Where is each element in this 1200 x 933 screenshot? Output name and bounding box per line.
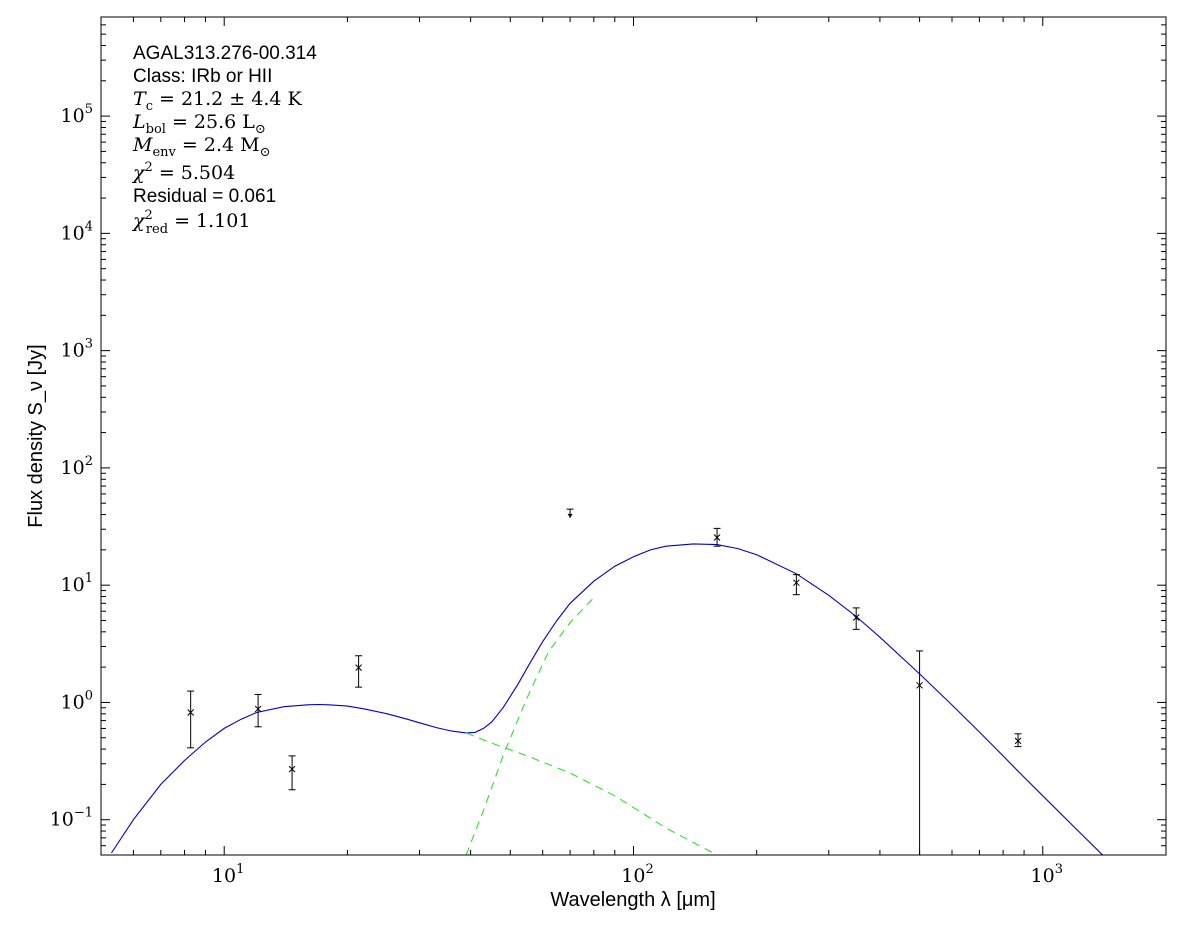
annotation-line: Residual = 0.061 bbox=[133, 186, 276, 207]
y-tick-label: 104 bbox=[61, 219, 93, 244]
y-axis-label: Flux density S_ν [Jy] bbox=[25, 344, 47, 527]
x-tick-label: 102 bbox=[621, 862, 653, 887]
x-marker bbox=[916, 681, 923, 689]
x-marker bbox=[254, 705, 262, 713]
measurement-points bbox=[187, 508, 1022, 855]
annotation-line: Class: IRb or HII bbox=[133, 66, 272, 87]
annotation-line: χ2 red = 1.101 bbox=[131, 208, 250, 237]
data-point bbox=[1014, 733, 1022, 748]
upper-limit-point bbox=[566, 508, 574, 518]
x-tick-label: 101 bbox=[212, 862, 244, 887]
y-tick-label: 102 bbox=[61, 454, 93, 479]
x-marker bbox=[288, 765, 296, 773]
data-point bbox=[852, 607, 860, 630]
x-axis-label: Wavelength λ [μm] bbox=[550, 889, 715, 911]
x-marker bbox=[1014, 737, 1022, 745]
tick-labels: 101 102 103 10−1 100 101 102 103 104 105 bbox=[50, 102, 1063, 887]
x-marker bbox=[852, 614, 860, 621]
data-point bbox=[713, 527, 721, 547]
fit-lines bbox=[110, 543, 1104, 855]
axis-ticks bbox=[100, 16, 1167, 856]
plot-frame bbox=[100, 16, 1167, 856]
data-point bbox=[916, 650, 924, 855]
y-tick-label: 105 bbox=[61, 102, 93, 127]
data-point bbox=[792, 574, 800, 596]
y-tick-label: 100 bbox=[61, 688, 93, 713]
x-tick-label: 103 bbox=[1031, 862, 1063, 887]
total-fit-line bbox=[110, 543, 1104, 855]
data-point bbox=[288, 755, 296, 791]
annotation-line: χ2 = 5.504 bbox=[131, 160, 235, 184]
data-point bbox=[254, 693, 262, 728]
annotation-line: AGAL313.276-00.314 bbox=[133, 43, 317, 64]
y-tick-label: 103 bbox=[61, 337, 93, 362]
x-marker bbox=[793, 579, 800, 587]
cold-component-line bbox=[465, 597, 595, 855]
y-tick-label: 10−1 bbox=[50, 806, 93, 831]
annotation-line: Lbol = 25.6 L⊙ bbox=[132, 111, 266, 137]
y-tick-label: 101 bbox=[61, 571, 93, 596]
upper-limit-arrow bbox=[567, 513, 573, 518]
x-marker bbox=[713, 534, 721, 541]
annotation-line: Tc = 21.2 ± 4.4 K bbox=[133, 88, 303, 114]
data-point bbox=[355, 655, 363, 688]
annotation-line: Menv = 2.4 M⊙ bbox=[132, 134, 271, 160]
data-point bbox=[187, 690, 195, 749]
x-marker bbox=[187, 709, 195, 716]
x-marker bbox=[355, 664, 362, 671]
